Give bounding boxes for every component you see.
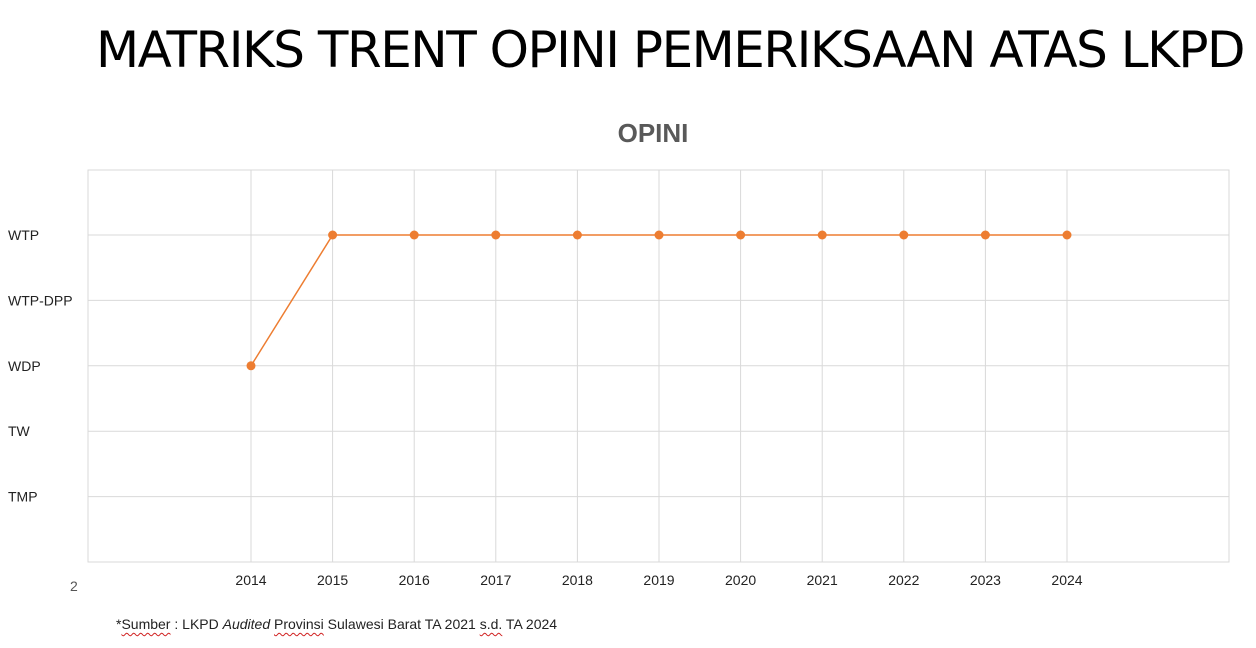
y-tick-label: WTP-DPP (8, 292, 73, 308)
source-word-sumber: Sumber (121, 616, 171, 632)
data-point (491, 230, 501, 240)
source-asterisk: * (116, 616, 122, 632)
data-point (654, 230, 664, 240)
data-point (572, 230, 582, 240)
slide-number: 2 (70, 578, 78, 594)
data-point (736, 230, 746, 240)
source-text-4: TA 2024 (502, 616, 558, 632)
x-tick-label: 2021 (807, 572, 838, 588)
source-word-provinsi: Provinsi (274, 616, 324, 632)
source-text-1: : LKPD (170, 616, 223, 632)
x-tick-label: 2023 (970, 572, 1001, 588)
source-word-sd: s.d. (479, 616, 503, 632)
data-point (980, 230, 990, 240)
x-tick-label: 2024 (1051, 572, 1082, 588)
opini-line-chart: OPINI TMP TW WDP WTP-DPP WTP 2014 2015 2016 2017… (8, 118, 1230, 588)
x-tick-label: 2014 (235, 572, 266, 588)
x-tick-label: 2015 (317, 572, 348, 588)
data-point (409, 230, 419, 240)
page-title: MATRIKS TRENT OPINI PEMERIKSAAN ATAS LKP… (96, 21, 1246, 79)
data-point (899, 230, 909, 240)
chart-title: OPINI (618, 118, 689, 148)
y-tick-label: WDP (8, 358, 41, 374)
x-tick-label: 2022 (888, 572, 919, 588)
y-tick-label: TW (8, 423, 31, 439)
y-tick-label: WTP (8, 227, 39, 243)
data-point (1062, 230, 1072, 240)
y-tick-label: TMP (8, 489, 38, 505)
x-tick-label: 2019 (643, 572, 674, 588)
source-note: *Sumber : LKPD Audited Provinsi Sulawesi… (116, 616, 557, 632)
x-tick-label: 2020 (725, 572, 756, 588)
x-tick-label: 2018 (562, 572, 593, 588)
data-point (246, 361, 256, 371)
source-text-3: Sulawesi Barat TA 2021 (323, 616, 480, 632)
data-point (817, 230, 827, 240)
x-tick-label: 2016 (399, 572, 430, 588)
plot-area: TMP TW WDP WTP-DPP WTP 2014 2015 2016 2017 2018 20… (8, 169, 1230, 588)
x-tick-label: 2017 (480, 572, 511, 588)
source-word-audited: Audited (222, 616, 271, 632)
data-point (328, 230, 338, 240)
